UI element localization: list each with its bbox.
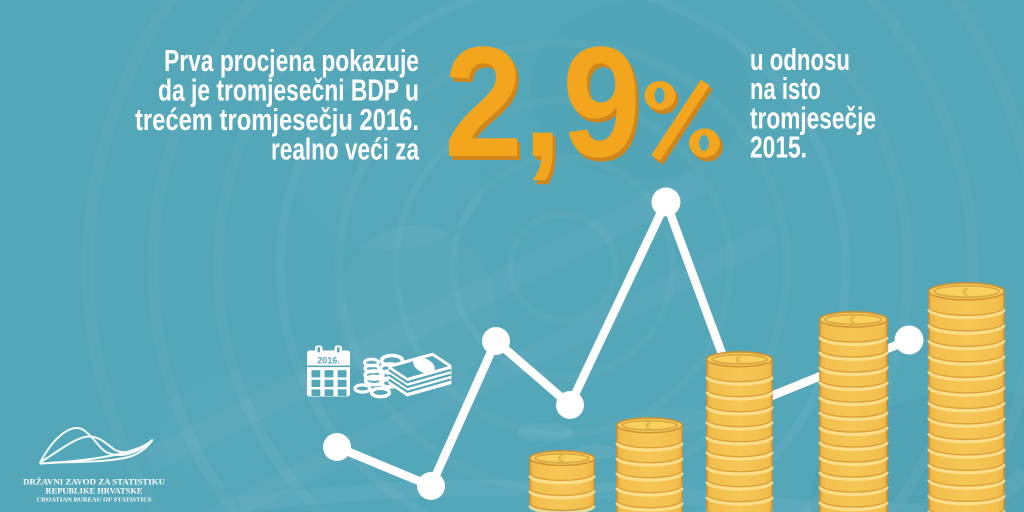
svg-text:u odnosu: u odnosu xyxy=(750,42,850,77)
svg-text:€: € xyxy=(962,286,968,298)
svg-text:REPUBLIKE HRVATSKE: REPUBLIKE HRVATSKE xyxy=(46,486,143,496)
svg-text:realno veći za: realno veći za xyxy=(271,132,420,167)
svg-text:da je tromjesečni BDP u: da je tromjesečni BDP u xyxy=(158,73,419,108)
svg-text:2,9: 2,9 xyxy=(447,19,644,194)
svg-text:CROATIAN BUREAU OF STATISTICS: CROATIAN BUREAU OF STATISTICS xyxy=(37,497,153,504)
svg-text:DRŽAVNI ZAVOD ZA STATISTIKU: DRŽAVNI ZAVOD ZA STATISTIKU xyxy=(23,477,165,487)
svg-text:tromjesečje: tromjesečje xyxy=(750,101,876,136)
svg-text:€: € xyxy=(849,315,855,327)
svg-text:€: € xyxy=(558,453,564,465)
svg-text:2,9: 2,9 xyxy=(444,15,641,190)
svg-text:na isto: na isto xyxy=(750,71,821,106)
svg-text:2015.: 2015. xyxy=(750,130,807,165)
svg-text:€: € xyxy=(735,354,741,366)
svg-text:Prva procjena pokazuje: Prva procjena pokazuje xyxy=(164,43,419,78)
svg-text:trećem tromjesečju 2016.: trećem tromjesečju 2016. xyxy=(135,102,419,137)
svg-text:2016.: 2016. xyxy=(317,356,340,366)
svg-text:€: € xyxy=(645,420,651,432)
